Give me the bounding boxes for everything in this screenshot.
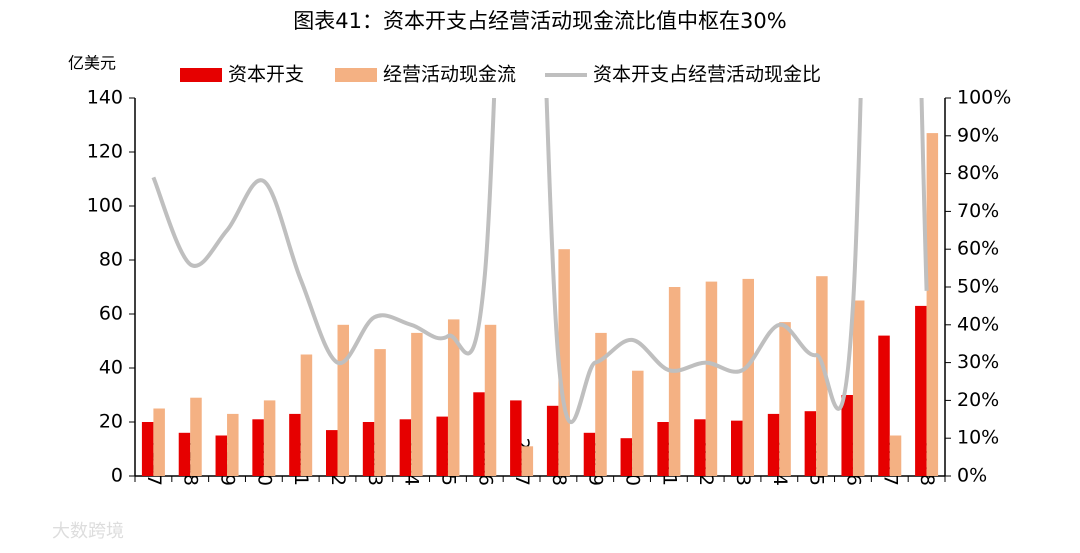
y-tick-label: 100 xyxy=(87,195,123,217)
bar xyxy=(558,249,570,476)
bar xyxy=(190,397,202,476)
bar xyxy=(436,416,448,476)
bar xyxy=(742,278,754,476)
bar xyxy=(915,305,927,476)
y2-tick-label: 0% xyxy=(957,465,987,487)
y-tick-label: 60 xyxy=(99,303,123,325)
chart-title: 图表41：资本开支占经营活动现金流比值中枢在30% xyxy=(293,9,786,33)
y2-tick-label: 30% xyxy=(957,351,999,373)
bar xyxy=(178,432,191,476)
bar xyxy=(632,370,644,476)
bar xyxy=(153,408,165,476)
bar xyxy=(484,324,497,476)
bar xyxy=(473,392,485,476)
bar xyxy=(620,438,633,476)
bar xyxy=(289,413,301,476)
bar xyxy=(878,335,890,476)
bar xyxy=(841,395,853,476)
y2-tick-label: 40% xyxy=(957,313,999,335)
bar xyxy=(595,332,607,476)
bar xyxy=(546,405,559,476)
y2-tick-label: 10% xyxy=(957,427,999,449)
watermark: 大数跨境 xyxy=(52,521,124,542)
y2-tick-label: 70% xyxy=(957,200,999,222)
bar xyxy=(731,420,743,476)
bar xyxy=(521,446,534,476)
bar xyxy=(227,413,239,476)
legend-swatch xyxy=(335,68,377,82)
bar xyxy=(804,411,817,476)
y2-tick-label: 100% xyxy=(957,87,1011,109)
bar xyxy=(694,419,706,476)
y-tick-label: 140 xyxy=(87,87,123,109)
line xyxy=(151,98,929,425)
bar xyxy=(399,419,412,476)
y-axis-label: 亿美元 xyxy=(68,54,116,73)
bar xyxy=(300,354,313,476)
y-tick-label: 20 xyxy=(99,411,123,433)
bar xyxy=(705,281,718,476)
y-tick-label: 80 xyxy=(99,249,123,271)
legend-label: 经营活动现金流 xyxy=(383,64,516,86)
bar xyxy=(326,430,338,476)
legend-swatch xyxy=(180,68,222,82)
bar xyxy=(510,400,522,476)
y2-tick-label: 80% xyxy=(957,162,999,184)
y-tick-label: 120 xyxy=(87,141,123,163)
bar xyxy=(252,419,264,476)
bar xyxy=(141,422,154,476)
bar xyxy=(779,322,791,476)
bar xyxy=(852,300,865,476)
bar xyxy=(362,422,375,476)
bar xyxy=(447,319,460,476)
bar xyxy=(215,435,228,476)
bar xyxy=(767,413,780,476)
bar xyxy=(374,349,386,476)
bar xyxy=(583,432,596,476)
bar xyxy=(816,276,828,476)
line-layer xyxy=(151,98,929,425)
y-tick-label: 40 xyxy=(99,357,123,379)
bar xyxy=(337,324,349,476)
bar xyxy=(411,332,423,476)
bar xyxy=(926,133,939,476)
legend-label: 资本开支 xyxy=(228,64,304,86)
y2-tick-label: 90% xyxy=(957,124,999,146)
y2-tick-label: 60% xyxy=(957,238,999,260)
y2-tick-label: 50% xyxy=(957,276,999,298)
bar xyxy=(657,422,669,476)
bar xyxy=(889,435,902,476)
legend-label: 资本开支占经营活动现金比 xyxy=(593,64,821,86)
bar xyxy=(668,287,681,476)
bar xyxy=(263,400,276,476)
y2-tick-label: 20% xyxy=(957,389,999,411)
y-tick-label: 0 xyxy=(111,465,123,487)
